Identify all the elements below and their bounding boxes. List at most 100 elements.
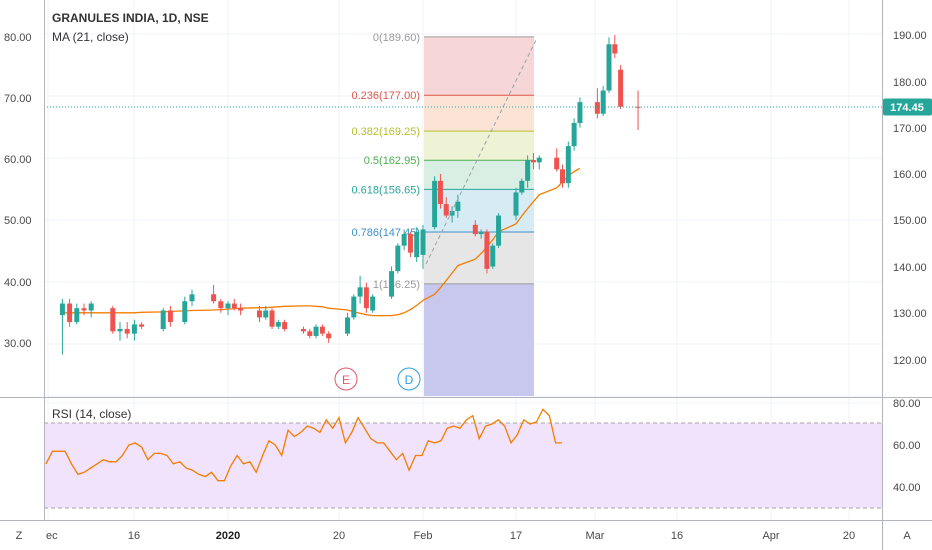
fib-level-label: 0.382(169.25) bbox=[352, 126, 421, 138]
candle bbox=[275, 319, 281, 330]
time-tick: 20 bbox=[843, 530, 855, 542]
left-tick: 60.00 bbox=[4, 154, 32, 166]
fib-level-label: 0(189.60) bbox=[373, 32, 420, 44]
rsi-tick: 60.00 bbox=[893, 440, 921, 452]
symbol-legend[interactable]: GRANULES INDIA, 1D, NSE bbox=[52, 11, 209, 25]
fib-zone bbox=[424, 95, 534, 132]
earnings-event-marker[interactable]: E bbox=[334, 367, 358, 391]
right-tick: 130.00 bbox=[893, 308, 927, 320]
rsi-band bbox=[44, 423, 882, 508]
candle-body bbox=[420, 229, 426, 255]
candle bbox=[131, 319, 137, 341]
candle bbox=[519, 178, 525, 195]
candle bbox=[319, 324, 325, 336]
candle-body bbox=[300, 329, 306, 332]
candle-body bbox=[432, 180, 438, 228]
candle bbox=[565, 141, 571, 188]
left-tick: 70.00 bbox=[4, 93, 32, 105]
candle bbox=[600, 85, 606, 117]
candle-body bbox=[326, 333, 332, 339]
time-tick: Apr bbox=[762, 530, 779, 542]
right-price-axis[interactable]: 190.00 180.00 170.00 160.00 150.00 140.0… bbox=[893, 30, 927, 367]
rsi-tick: 80.00 bbox=[893, 398, 921, 410]
candle-body bbox=[307, 331, 313, 336]
candle bbox=[478, 229, 484, 239]
candle bbox=[443, 197, 449, 218]
candle bbox=[536, 155, 542, 170]
candle-body bbox=[407, 234, 413, 253]
candle-body bbox=[496, 215, 502, 246]
candle-body bbox=[263, 310, 269, 318]
candle bbox=[124, 322, 130, 339]
candle-body bbox=[211, 294, 217, 302]
candle bbox=[300, 326, 306, 334]
candle-body bbox=[536, 157, 542, 163]
rsi-line bbox=[45, 408, 562, 482]
candle bbox=[313, 324, 319, 339]
candle-body bbox=[189, 294, 195, 302]
left-tick: 40.00 bbox=[4, 277, 32, 289]
candle bbox=[67, 298, 73, 327]
candle-body bbox=[345, 317, 351, 334]
candle-body bbox=[472, 224, 478, 235]
candle bbox=[437, 173, 443, 209]
time-tick: Mar bbox=[586, 530, 605, 542]
candle bbox=[139, 322, 145, 330]
candle bbox=[269, 308, 275, 330]
candle-body bbox=[560, 169, 565, 184]
time-tick: 20 bbox=[333, 530, 345, 542]
candle bbox=[357, 275, 363, 304]
dividend-event-marker[interactable]: D bbox=[397, 367, 421, 391]
candle-body bbox=[167, 310, 173, 323]
candle bbox=[182, 296, 188, 325]
candle-body bbox=[490, 245, 496, 267]
candle-body bbox=[478, 231, 484, 235]
candle bbox=[449, 206, 455, 223]
right-tick: 190.00 bbox=[893, 30, 927, 42]
candle-body bbox=[269, 310, 275, 327]
candle bbox=[81, 303, 87, 316]
candle bbox=[282, 319, 288, 332]
right-tick: 160.00 bbox=[893, 169, 927, 181]
last-price-box bbox=[883, 98, 932, 116]
right-tick: 170.00 bbox=[893, 123, 927, 135]
candle bbox=[225, 301, 231, 316]
candle-body bbox=[414, 231, 420, 258]
auto-scale-button[interactable]: A bbox=[903, 530, 911, 542]
candle bbox=[307, 329, 313, 339]
candle bbox=[389, 266, 395, 299]
time-axis[interactable]: ec 16 2020 20 Feb 17 Mar 16 Apr 20 bbox=[46, 530, 855, 542]
candle bbox=[618, 65, 624, 110]
ma-legend[interactable]: MA (21, close) bbox=[52, 30, 129, 44]
time-tick: Feb bbox=[414, 530, 433, 542]
candle bbox=[363, 282, 369, 313]
candle bbox=[594, 88, 600, 119]
rsi-axis[interactable]: 80.00 60.00 40.00 bbox=[893, 398, 921, 494]
candle-body bbox=[449, 210, 455, 216]
candle bbox=[370, 294, 376, 313]
left-price-axis[interactable]: 80.00 70.00 60.00 50.00 40.00 30.00 bbox=[4, 32, 32, 350]
candle-body bbox=[513, 192, 519, 216]
candle bbox=[554, 148, 560, 172]
candle-body bbox=[282, 322, 288, 330]
rsi-legend[interactable]: RSI (14, close) bbox=[52, 407, 131, 421]
candle-body bbox=[484, 231, 490, 269]
candle bbox=[407, 231, 413, 258]
ma-line bbox=[62, 167, 581, 317]
candle bbox=[160, 308, 166, 332]
candle-body bbox=[401, 234, 407, 246]
earnings-event-circle bbox=[334, 367, 358, 391]
last-price-label: 174.45 bbox=[883, 98, 932, 116]
candle-body bbox=[530, 160, 536, 163]
candle-body bbox=[389, 271, 395, 297]
candle-body bbox=[600, 90, 606, 114]
candle-body bbox=[313, 326, 319, 336]
time-tick: 2020 bbox=[216, 530, 240, 542]
candle-body bbox=[182, 301, 188, 323]
candle bbox=[189, 289, 195, 306]
candle-body bbox=[351, 296, 357, 318]
candle-body bbox=[455, 201, 461, 211]
candle bbox=[577, 97, 583, 128]
timezone-button[interactable]: Z bbox=[16, 530, 23, 542]
